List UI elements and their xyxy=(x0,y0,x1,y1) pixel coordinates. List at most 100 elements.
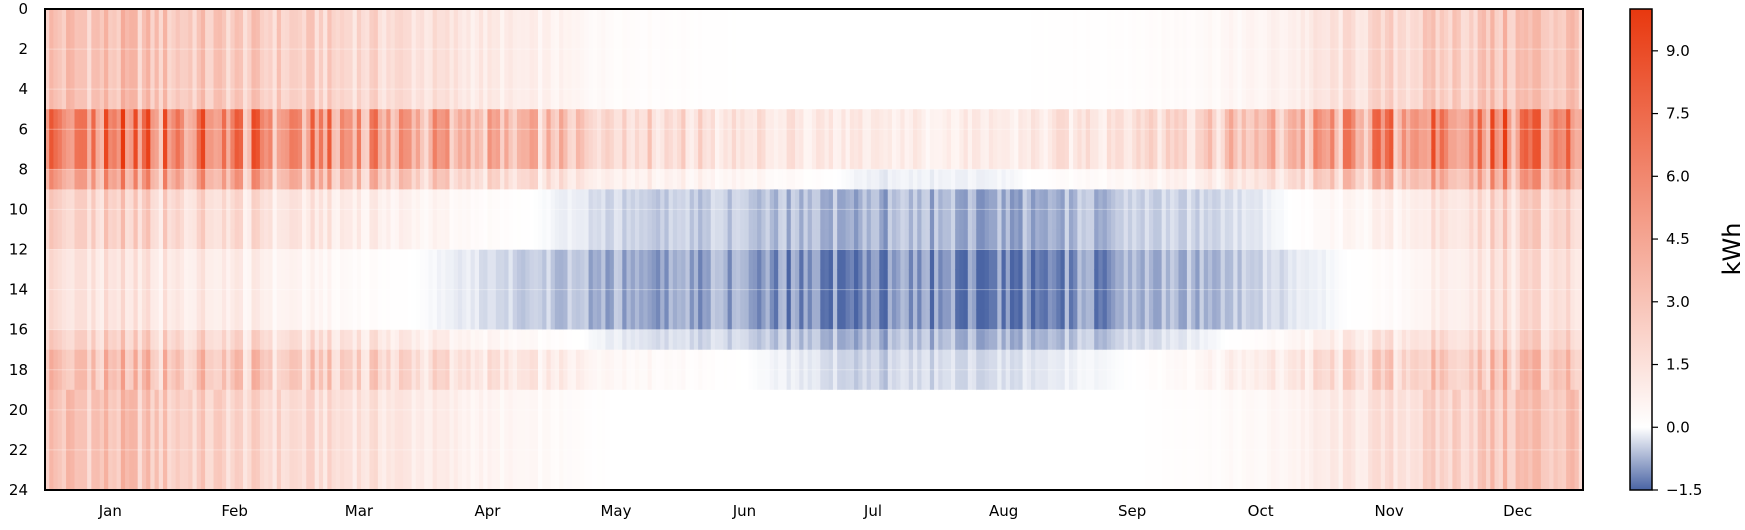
heatmap-cell xyxy=(158,209,164,231)
heatmap-cell xyxy=(82,269,88,291)
heatmap-cell xyxy=(95,69,101,90)
heatmap-cell xyxy=(559,449,564,471)
heatmap-cell xyxy=(664,449,670,471)
heatmap-cell xyxy=(487,209,493,231)
heatmap-cell xyxy=(112,409,118,431)
heatmap-cell xyxy=(453,129,459,150)
heatmap-cell xyxy=(310,469,316,491)
heatmap-cell xyxy=(230,109,236,130)
heatmap-cell xyxy=(908,449,914,471)
heatmap-cell xyxy=(799,249,805,271)
heatmap-cell xyxy=(710,409,716,431)
heatmap-cell xyxy=(714,49,720,70)
heatmap-cell xyxy=(154,409,160,431)
heatmap-cell xyxy=(495,189,501,211)
heatmap-cell xyxy=(879,329,885,351)
heatmap-cell xyxy=(352,169,358,190)
heatmap-cell xyxy=(736,309,741,331)
heatmap-cell xyxy=(795,289,800,311)
heatmap-cell xyxy=(200,349,206,371)
heatmap-cell xyxy=(53,289,59,311)
heatmap-cell xyxy=(816,209,821,231)
heatmap-cell xyxy=(870,9,876,30)
heatmap-cell xyxy=(82,149,88,170)
heatmap-cell xyxy=(917,369,923,391)
heatmap-cell xyxy=(323,469,328,491)
heatmap-cell xyxy=(365,369,371,391)
heatmap-cell xyxy=(272,209,278,231)
heatmap-cell xyxy=(466,189,472,211)
heatmap-cell xyxy=(45,329,50,351)
heatmap-cell xyxy=(352,209,358,231)
heatmap-cell xyxy=(466,229,472,251)
heatmap-cell xyxy=(483,309,489,331)
heatmap-cell xyxy=(167,149,173,170)
heatmap-cell xyxy=(820,69,826,90)
heatmap-cell xyxy=(521,449,526,471)
heatmap-cell xyxy=(377,389,383,411)
heatmap-cell xyxy=(188,69,194,90)
heatmap-cell xyxy=(205,109,210,130)
heatmap-cell xyxy=(226,449,231,471)
heatmap-cell xyxy=(529,9,535,30)
heatmap-cell xyxy=(66,209,71,231)
heatmap-cell xyxy=(660,389,666,411)
heatmap-cell xyxy=(171,189,177,211)
heatmap-cell xyxy=(508,369,514,391)
heatmap-cell xyxy=(285,469,290,491)
heatmap-cell xyxy=(655,449,661,471)
heatmap-cell xyxy=(234,109,240,130)
heatmap-cell xyxy=(828,69,834,90)
heatmap-cell xyxy=(394,89,400,110)
heatmap-cell xyxy=(521,189,526,211)
heatmap-cell xyxy=(677,149,682,170)
heatmap-cell xyxy=(424,369,430,391)
heatmap-cell xyxy=(424,149,430,170)
heatmap-cell xyxy=(706,369,712,391)
heatmap-cell xyxy=(668,229,674,251)
heatmap-cell xyxy=(883,229,889,251)
heatmap-cell xyxy=(483,109,489,130)
heatmap-cell xyxy=(57,109,63,130)
heatmap-cell xyxy=(200,49,206,70)
heatmap-cell xyxy=(710,169,716,190)
heatmap-cell xyxy=(567,229,573,251)
heatmap-cell xyxy=(647,149,653,170)
heatmap-cell xyxy=(719,369,724,391)
heatmap-cell xyxy=(479,269,484,291)
heatmap-cell xyxy=(900,209,906,231)
heatmap-cell xyxy=(618,409,623,431)
heatmap-cell xyxy=(765,189,771,211)
heatmap-cell xyxy=(133,69,139,90)
heatmap-cell xyxy=(49,229,55,251)
heatmap-cell xyxy=(314,189,320,211)
heatmap-cell xyxy=(238,369,244,391)
heatmap-cell xyxy=(538,149,543,170)
heatmap-cell xyxy=(432,69,438,90)
heatmap-cell xyxy=(87,289,92,311)
heatmap-cell xyxy=(816,49,821,70)
heatmap-cell xyxy=(875,249,880,271)
heatmap-cell xyxy=(479,129,484,150)
heatmap-cell xyxy=(685,349,691,371)
heatmap-cell xyxy=(462,269,467,291)
heatmap-cell xyxy=(293,89,299,110)
heatmap-cell xyxy=(778,49,783,70)
heatmap-cell xyxy=(500,189,505,211)
heatmap-cell xyxy=(108,49,114,70)
heatmap-cell xyxy=(66,89,71,110)
heatmap-cell xyxy=(710,209,716,231)
heatmap-cell xyxy=(205,269,210,291)
heatmap-cell xyxy=(795,249,800,271)
heatmap-cell xyxy=(365,49,371,70)
heatmap-cell xyxy=(651,449,657,471)
heatmap-cell xyxy=(487,369,493,391)
heatmap-cell xyxy=(192,209,198,231)
heatmap-cell xyxy=(91,69,97,90)
heatmap-cell xyxy=(230,229,236,251)
heatmap-cell xyxy=(651,209,657,231)
heatmap-cell xyxy=(415,429,421,451)
heatmap-cell xyxy=(887,109,893,130)
heatmap-cell xyxy=(854,69,859,90)
heatmap-cell xyxy=(339,349,345,371)
